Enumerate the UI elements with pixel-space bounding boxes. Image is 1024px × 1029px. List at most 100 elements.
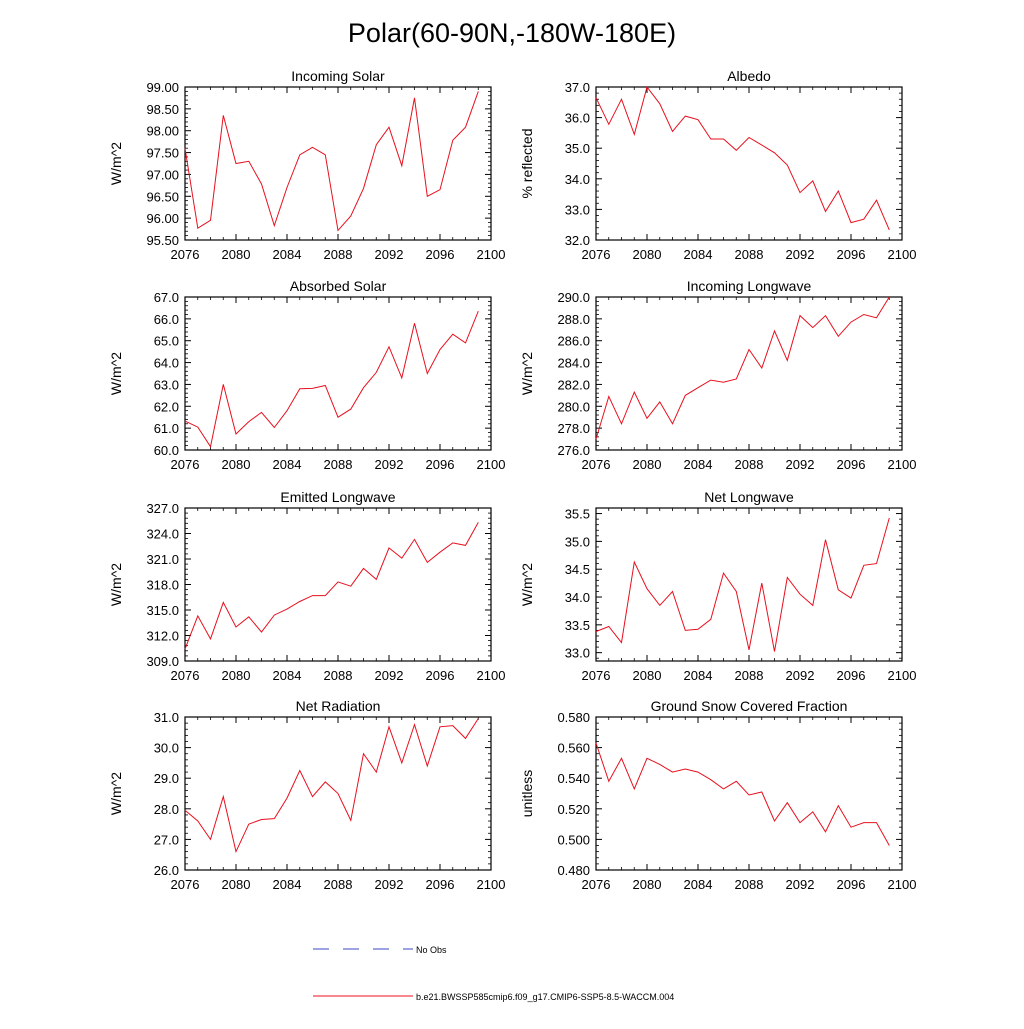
y-tick-label: 98.00 [146,124,179,139]
x-tick-label: 2080 [633,457,662,472]
y-tick-label: 60.0 [154,443,179,458]
y-tick-label: 32.0 [565,233,590,248]
x-tick-label: 2092 [375,247,404,262]
x-tick-label: 2084 [273,877,302,892]
y-tick-label: 315.0 [146,603,179,618]
y-tick-label: 276.0 [557,443,590,458]
plot-frame [595,296,903,451]
y-tick-label: 97.00 [146,167,179,182]
x-tick-label: 2100 [477,877,506,892]
y-axis-label: W/m^2 [108,772,124,815]
legend: No Obs b.e21.BWSSP585cmip6.f09_g17.CMIP6… [313,945,674,1002]
y-tick-label: 27.0 [154,832,179,847]
y-tick-label: 278.0 [557,421,590,436]
x-tick-label: 2088 [735,668,764,683]
y-tick-label: 321.0 [146,552,179,567]
plot-frame [595,716,903,871]
x-tick-label: 2084 [684,457,713,472]
y-tick-label: 97.50 [146,146,179,161]
x-tick-label: 2080 [633,247,662,262]
y-axis-label: % reflected [519,128,535,198]
y-tick-label: 33.0 [565,202,590,217]
panel-title: Incoming Solar [291,68,385,84]
x-tick-label: 2092 [786,668,815,683]
y-tick-label: 65.0 [154,334,179,349]
y-tick-label: 33.0 [565,646,590,661]
y-tick-label: 0.520 [557,802,590,817]
x-tick-label: 2076 [171,668,200,683]
panel-0: Incoming Solar W/m^2 2076 2080 2084 2088 2092 2… [108,68,505,262]
x-tick-label: 2088 [735,457,764,472]
panel-title: Net Radiation [296,698,381,714]
y-tick-label: 318.0 [146,578,179,593]
y-tick-label: 0.500 [557,832,590,847]
legend-no-obs-label: No Obs [416,945,447,955]
y-tick-label: 67.0 [154,290,179,305]
panel-1: Albedo % reflected 2076 2080 2084 2088 2092 209… [519,68,916,262]
y-axis-label: W/m^2 [108,352,124,395]
y-tick-label: 96.50 [146,189,179,204]
x-tick-label: 2076 [582,877,611,892]
y-tick-label: 29.0 [154,771,179,786]
y-tick-label: 30.0 [154,741,179,756]
y-axis-label: W/m^2 [108,142,124,185]
x-tick-label: 2092 [375,877,404,892]
y-tick-label: 95.50 [146,233,179,248]
panel-title: Incoming Longwave [687,278,812,294]
x-tick-label: 2096 [837,668,866,683]
x-tick-label: 2076 [582,668,611,683]
legend-series-label: b.e21.BWSSP585cmip6.f09_g17.CMIP6-SSP5-8… [416,992,674,1002]
y-tick-label: 63.0 [154,377,179,392]
y-axis-label: W/m^2 [519,352,535,395]
x-tick-label: 2096 [426,877,455,892]
y-tick-label: 0.540 [557,771,590,786]
x-tick-label: 2076 [171,247,200,262]
x-tick-label: 2084 [684,668,713,683]
series-line [595,296,890,440]
y-axis-label: W/m^2 [519,563,535,606]
y-tick-label: 36.0 [565,111,590,126]
page-title: Polar(60-90N,-180W-180E) [348,18,676,48]
x-tick-label: 2088 [324,457,353,472]
y-tick-label: 286.0 [557,334,590,349]
y-axis-label: W/m^2 [108,563,124,606]
x-tick-label: 2096 [837,877,866,892]
x-tick-label: 2076 [171,877,200,892]
y-tick-label: 99.00 [146,80,179,95]
x-tick-label: 2100 [477,457,506,472]
series-line [184,91,479,232]
x-tick-label: 2080 [222,457,251,472]
y-tick-label: 280.0 [557,399,590,414]
x-tick-label: 2092 [786,457,815,472]
series-line [595,85,890,231]
series-line [595,742,890,846]
y-tick-label: 0.560 [557,741,590,756]
x-tick-label: 2100 [888,668,917,683]
y-tick-label: 35.0 [565,534,590,549]
plot-frame [595,86,903,241]
panel-grid: Incoming Solar W/m^2 2076 2080 2084 2088 2092 2… [108,68,916,892]
x-tick-label: 2100 [477,668,506,683]
series-line [184,522,479,650]
panel-title: Albedo [727,68,771,84]
x-tick-label: 2084 [684,247,713,262]
panel-6: Net Radiation W/m^2 2076 2080 2084 2088 2092 20… [108,698,505,892]
y-tick-label: 35.0 [565,141,590,156]
y-tick-label: 282.0 [557,377,590,392]
x-tick-label: 2084 [273,457,302,472]
x-tick-label: 2092 [375,457,404,472]
x-tick-label: 2080 [633,668,662,683]
y-axis-label: unitless [519,770,535,817]
panel-7: Ground Snow Covered Fraction unitless 2076… [519,698,916,892]
x-tick-label: 2076 [582,457,611,472]
x-tick-label: 2096 [837,457,866,472]
x-tick-label: 2100 [888,457,917,472]
panel-title: Net Longwave [704,489,794,505]
x-tick-label: 2076 [171,457,200,472]
panel-title: Emitted Longwave [280,489,395,505]
y-tick-label: 0.480 [557,863,590,878]
plot-frame [184,86,492,241]
series-line [184,718,479,854]
x-tick-label: 2100 [477,247,506,262]
x-tick-label: 2080 [222,877,251,892]
